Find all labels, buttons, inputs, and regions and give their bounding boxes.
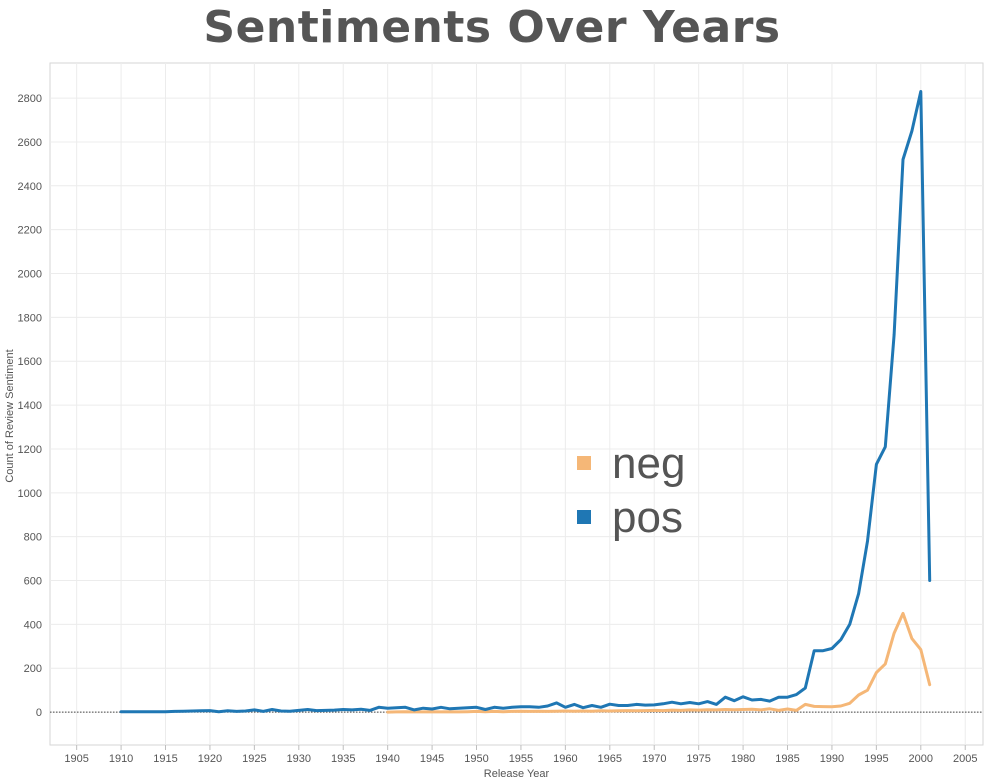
x-tick-label: 1975	[686, 753, 710, 765]
series-line-neg	[386, 611, 932, 714]
x-tick-label: 1920	[198, 753, 222, 765]
legend-label-neg: neg	[612, 439, 685, 488]
y-tick-label: 400	[24, 619, 42, 631]
y-tick-label: 1000	[18, 488, 42, 500]
x-tick-label: 2005	[953, 753, 977, 765]
legend-swatch-neg	[577, 456, 591, 470]
x-tick-label: 1960	[553, 753, 577, 765]
x-tick-label: 1935	[331, 753, 355, 765]
y-tick-label: 600	[24, 576, 42, 588]
plot-area	[49, 62, 984, 746]
y-tick-label: 200	[24, 663, 42, 675]
x-tick-label: 1970	[642, 753, 666, 765]
x-tick-label: 1925	[242, 753, 266, 765]
series-lines	[119, 90, 932, 714]
y-axis-title: Count of Review Sentiment	[4, 349, 16, 482]
y-tick-label: 1400	[18, 400, 42, 412]
x-tick-label: 1940	[375, 753, 399, 765]
chart-title: Sentiments Over Years	[203, 2, 781, 53]
x-tick-label: 1955	[509, 753, 533, 765]
y-tick-label: 2400	[18, 181, 42, 193]
x-tick-label: 1910	[109, 753, 133, 765]
x-tick-label: 1985	[775, 753, 799, 765]
x-tick-label: 1990	[820, 753, 844, 765]
x-tick-label: 1950	[464, 753, 488, 765]
legend-label-pos: pos	[612, 493, 683, 542]
series-line-pos	[119, 90, 932, 714]
legend-swatch-pos	[577, 510, 591, 524]
x-tick-label: 1915	[153, 753, 177, 765]
x-tick-label: 1995	[864, 753, 888, 765]
y-tick-label: 2800	[18, 93, 42, 105]
tick-labels: 1905 1910 1915 1920 1925 1930 1935 1940 1945 1950…	[18, 93, 978, 765]
x-axis-title: Release Year	[484, 768, 550, 780]
y-tick-label: 1800	[18, 312, 42, 324]
y-tick-label: 1600	[18, 356, 42, 368]
y-tick-label: 2000	[18, 269, 42, 281]
x-tick-label: 1980	[731, 753, 755, 765]
y-tick-label: 800	[24, 532, 42, 544]
x-tick-label: 2000	[909, 753, 933, 765]
y-tick-label: 2600	[18, 137, 42, 149]
legend: neg pos	[577, 439, 685, 542]
y-tick-label: 1200	[18, 444, 42, 456]
x-tick-label: 1905	[64, 753, 88, 765]
x-tick-label: 1930	[287, 753, 311, 765]
x-tick-label: 1965	[598, 753, 622, 765]
y-tick-label: 0	[36, 707, 42, 719]
y-tick-label: 2200	[18, 225, 42, 237]
x-tick-label: 1945	[420, 753, 444, 765]
